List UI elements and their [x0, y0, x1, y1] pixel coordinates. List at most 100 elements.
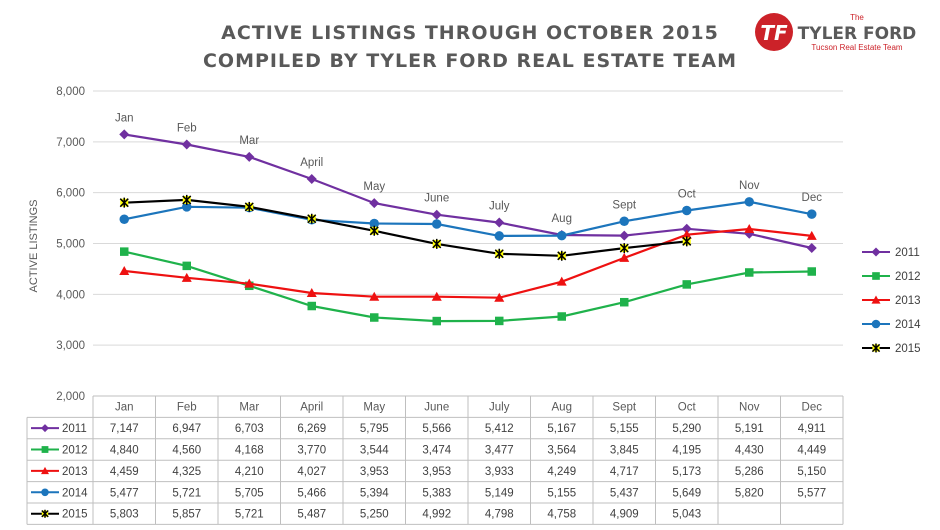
legend-marker — [871, 295, 881, 304]
table-header-cell: July — [489, 402, 510, 414]
legend-marker — [872, 272, 880, 280]
legend-label: 2013 — [895, 295, 921, 307]
table-cell: 5,150 — [797, 466, 826, 478]
table-cell: 4,560 — [172, 445, 201, 457]
point-label: Oct — [678, 189, 697, 201]
table-series-name: 2015 — [62, 509, 88, 521]
table-cell: 5,043 — [672, 509, 701, 521]
data-point — [306, 173, 317, 184]
data-point — [744, 223, 755, 233]
tyler-ford-logo: TF The TYLER FORD Tucson Real Estate Tea… — [755, 13, 916, 52]
table-header-cell: Aug — [552, 402, 572, 414]
legend-marker — [871, 319, 881, 329]
table-row: 2013 4,459 4,325 4,210 4,027 3,953 3,953 3,933 4… — [31, 466, 826, 478]
table-cell: 3,953 — [360, 466, 389, 478]
table-legend-marker — [41, 509, 49, 518]
series-2012 — [120, 247, 816, 326]
legend-item: 2014 — [862, 319, 921, 331]
table-cell: 5,383 — [422, 487, 451, 499]
table-header-cell: June — [424, 402, 449, 414]
table-cell: 5,149 — [485, 487, 514, 499]
y-tick-label: 5,000 — [56, 239, 85, 251]
point-label: April — [300, 157, 323, 169]
data-point — [557, 230, 567, 241]
marker-cross — [432, 238, 442, 249]
series-line — [124, 250, 812, 323]
data-point — [182, 194, 192, 205]
data-point — [370, 313, 379, 322]
table-cell: 5,286 — [735, 466, 764, 478]
legend-item: 2011 — [862, 247, 920, 259]
legend-label: 2014 — [895, 319, 921, 331]
series-lines — [119, 129, 817, 326]
data-point — [619, 216, 629, 227]
series-2014 — [119, 197, 817, 241]
table-legend-marker — [41, 466, 49, 475]
y-axis-title: ACTIVE LISTINGS — [28, 200, 40, 293]
table-cell: 4,798 — [485, 509, 514, 521]
gridlines — [93, 90, 843, 397]
table-cell: 4,249 — [547, 466, 576, 478]
data-point — [432, 316, 441, 326]
table-header-cell: Nov — [739, 402, 760, 414]
point-label: Sept — [612, 199, 636, 211]
table-legend-marker — [41, 424, 49, 433]
table-cell: 5,566 — [422, 423, 451, 435]
data-table: Jan Feb Mar April May June July Aug Sept Oct Nov De… — [26, 395, 844, 525]
logo-subtitle: Tucson Real Estate Team — [811, 43, 902, 52]
table-header-cell: April — [300, 402, 323, 414]
data-point — [682, 236, 692, 247]
series-2013 — [119, 223, 817, 302]
point-label: Aug — [552, 213, 572, 225]
data-point — [494, 231, 504, 241]
table-series-name: 2012 — [62, 445, 88, 457]
data-point — [494, 248, 504, 259]
table-legend-marker — [41, 446, 49, 453]
marker-cross — [182, 194, 192, 205]
table-cell: 6,947 — [172, 423, 201, 435]
legend-label: 2011 — [895, 247, 920, 259]
data-point — [369, 225, 379, 236]
table-cell: 5,290 — [672, 423, 701, 435]
data-point — [494, 217, 505, 228]
table-row: 2014 5,477 5,721 5,705 5,466 5,394 5,383 5,149 5… — [31, 487, 826, 499]
data-point — [807, 267, 816, 276]
y-tick-label: 8,000 — [56, 86, 85, 98]
data-point — [806, 243, 817, 254]
table-header-cell: Feb — [177, 402, 197, 414]
point-label: May — [363, 181, 385, 193]
logo-name: TYLER FORD — [798, 24, 917, 44]
table-cell: 3,845 — [610, 445, 639, 457]
table-cell: 4,459 — [110, 466, 139, 478]
data-point — [557, 250, 567, 261]
table-cell: 5,466 — [297, 487, 326, 499]
point-label: Dec — [802, 192, 823, 204]
chart-subtitle: COMPILED BY TYLER FORD REAL ESTATE TEAM — [203, 50, 737, 72]
data-point — [620, 297, 629, 307]
marker-cross — [369, 225, 379, 236]
table-cell: 5,803 — [110, 509, 139, 521]
y-tick-label: 3,000 — [56, 340, 85, 352]
table-series-name: 2011 — [62, 423, 87, 435]
table-header-cell: Oct — [678, 402, 697, 414]
table-cell: 4,168 — [235, 445, 264, 457]
legend-marker — [871, 247, 881, 257]
data-point — [745, 268, 754, 277]
data-point — [307, 213, 317, 224]
table-cell: 3,544 — [360, 445, 389, 457]
table-cell: 5,250 — [360, 509, 389, 521]
point-label: Mar — [239, 135, 259, 147]
y-tick-label: 4,000 — [56, 289, 85, 301]
logo-monogram: TF — [760, 21, 788, 45]
data-point — [369, 218, 379, 229]
point-labels: Jan Feb Mar April May June July Aug Sept Oct Nov De… — [115, 112, 822, 225]
table-cell: 3,953 — [422, 466, 451, 478]
data-point — [182, 261, 191, 271]
table-row: 2011 7,147 6,947 6,703 6,269 5,795 5,566 5,412 5… — [31, 423, 826, 435]
point-label: July — [489, 201, 510, 213]
legend-item: 2015 — [862, 343, 921, 355]
y-axis-ticks: 2,000 3,000 4,000 5,000 6,000 7,000 8,000 — [56, 86, 85, 403]
table-header-cell: Jan — [115, 402, 134, 414]
data-point — [744, 197, 754, 207]
table-cell: 3,933 — [485, 466, 514, 478]
